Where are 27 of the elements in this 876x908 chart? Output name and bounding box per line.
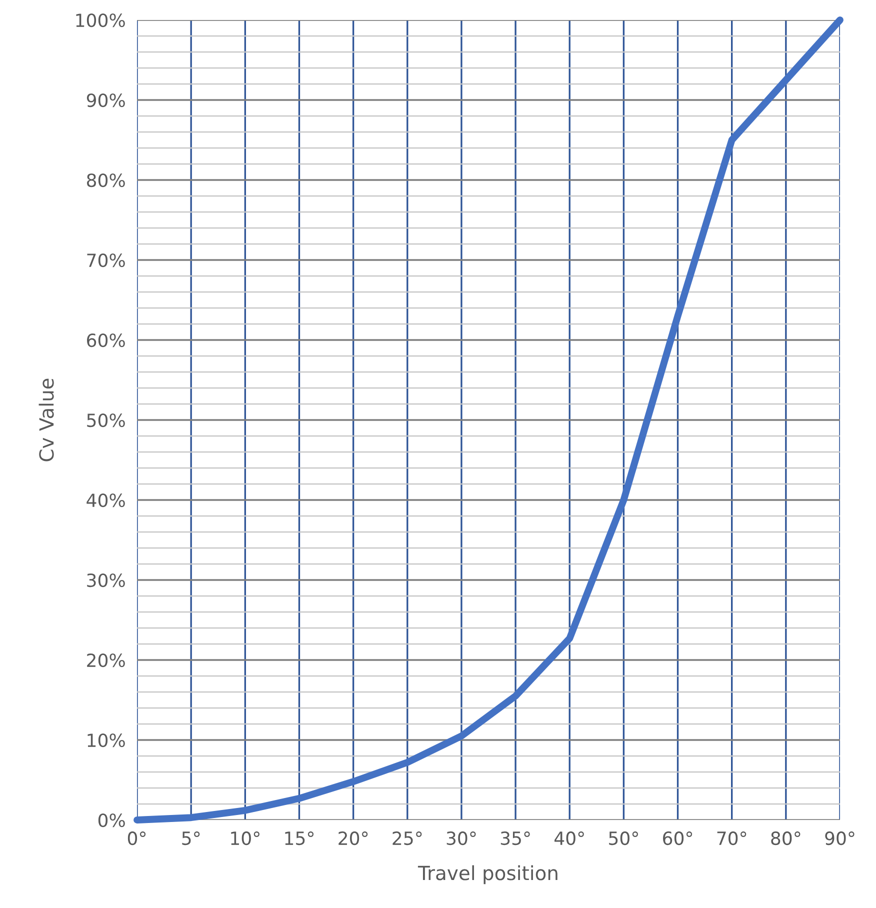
y-tick-label: 70% (87, 253, 125, 268)
x-tick-label: 80° (771, 831, 800, 846)
y-tick-label: 40% (86, 493, 125, 508)
y-axis-title: Cv Value (38, 378, 54, 462)
x-tick-label: 20° (338, 831, 368, 846)
y-tick-label: 30% (87, 573, 125, 588)
y-tick-label: 80% (86, 173, 125, 188)
x-tick-label: 10° (231, 831, 260, 846)
y-tick-label: 10% (88, 733, 125, 748)
x-axis-title: Travel position (418, 865, 558, 884)
y-tick-label: 60% (87, 333, 125, 348)
x-tick-label: 15° (285, 831, 314, 846)
y-tick-label: 20% (87, 653, 125, 668)
x-tick-label: 25° (392, 831, 422, 846)
x-tick-label: 50° (609, 831, 638, 846)
x-tick-label: 5° (182, 831, 200, 846)
x-tick-label: 70° (717, 831, 746, 846)
x-tick-label: 0° (128, 831, 146, 846)
y-tick-label: 50% (87, 413, 125, 428)
x-tick-label: 30° (446, 831, 476, 846)
y-tick-label: 90% (86, 93, 125, 108)
x-tick-label: 60° (663, 831, 692, 846)
y-tick-label: 100% (76, 13, 125, 28)
x-tick-label: 40° (554, 831, 584, 846)
x-tick-label: 90° (825, 831, 854, 846)
y-tick-label: 0% (98, 813, 125, 828)
x-tick-label: 35° (500, 831, 530, 846)
